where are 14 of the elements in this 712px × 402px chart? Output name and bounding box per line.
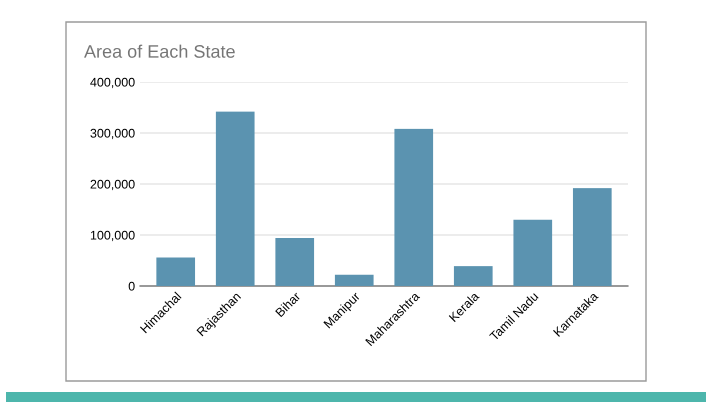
y-tick-label: 200,000 <box>90 180 135 190</box>
y-tick-label: 0 <box>128 282 135 291</box>
bar <box>156 257 196 286</box>
y-tick-label: 400,000 <box>90 78 135 88</box>
chart-title: Area of Each State <box>84 44 235 58</box>
bar <box>394 128 434 286</box>
bar <box>572 188 612 286</box>
bar <box>216 112 255 286</box>
bar <box>334 274 374 286</box>
y-tick-label: 300,000 <box>90 128 135 140</box>
bar <box>454 266 493 286</box>
y-tick-label: 100,000 <box>90 230 135 242</box>
bar <box>275 238 314 286</box>
bar <box>513 220 552 286</box>
